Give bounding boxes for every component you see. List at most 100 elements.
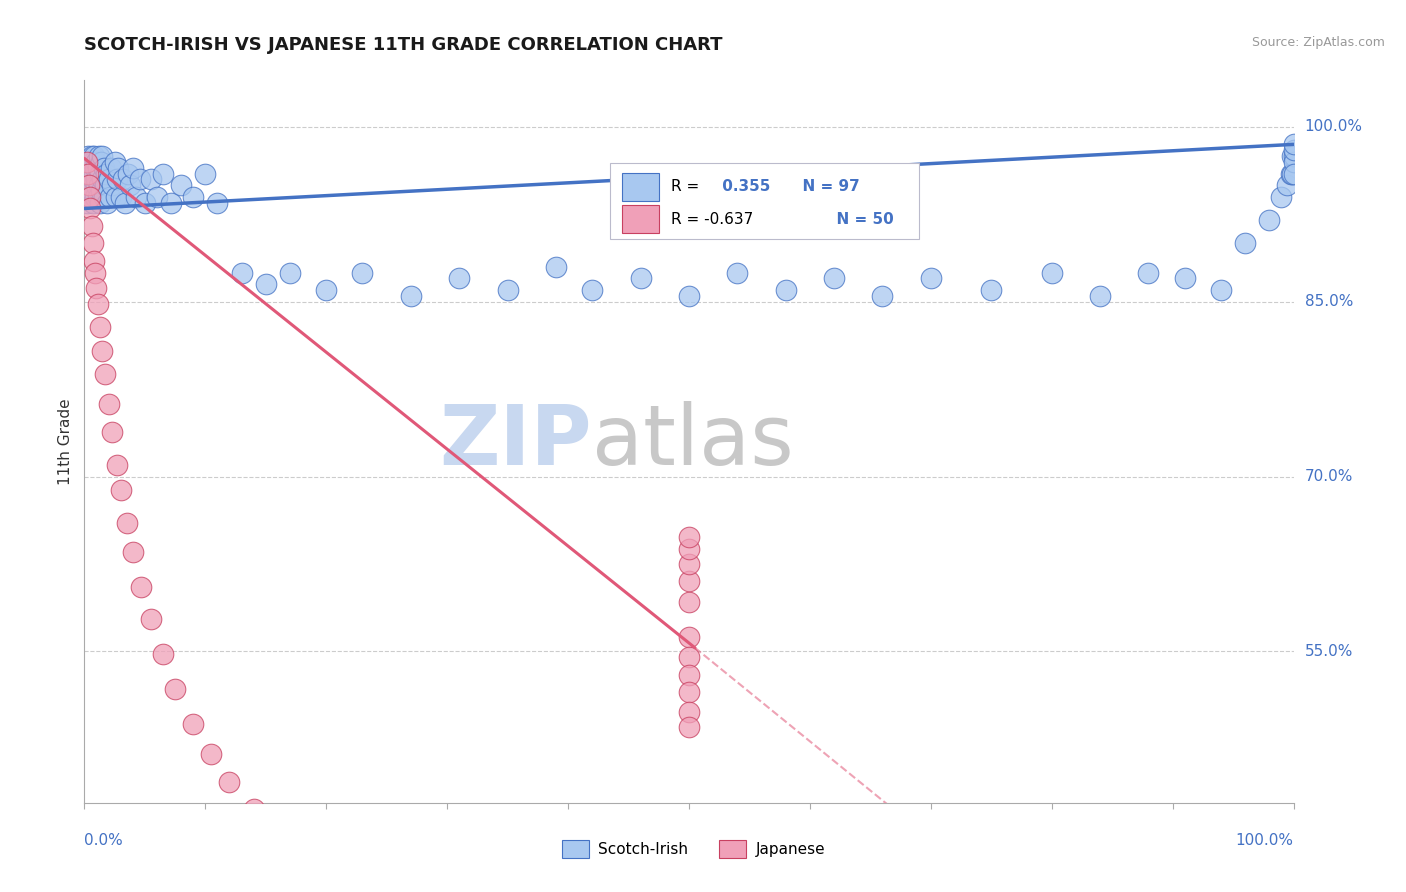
Point [1279,167,1302,181]
Point [97,172,120,186]
Point [87,178,110,193]
Point [181,716,204,731]
Point [630,271,652,285]
Point [1282,149,1305,163]
Point [105,172,128,186]
Point [89,167,111,181]
Point [678,650,700,665]
Point [83,184,105,198]
Point [678,630,700,644]
Text: 70.0%: 70.0% [1305,469,1353,484]
Point [1277,178,1299,193]
Text: 100.0%: 100.0% [1236,833,1294,848]
Point [315,880,337,892]
Point [678,289,700,303]
Point [84,161,107,175]
Point [139,612,162,626]
Point [84,266,107,280]
Point [80,219,103,233]
Point [89,320,111,334]
Point [84,190,107,204]
Point [80,167,103,181]
Text: Scotch-Irish: Scotch-Irish [599,842,689,857]
FancyBboxPatch shape [562,840,589,858]
Point [107,161,129,175]
Point [200,747,222,761]
Point [134,195,156,210]
Point [242,802,264,816]
Point [129,172,152,186]
Point [83,149,105,163]
Point [94,178,117,193]
Point [89,195,111,210]
Point [678,595,700,609]
Point [291,854,314,868]
Point [112,172,135,186]
Point [1270,190,1292,204]
Point [77,167,100,181]
Point [94,367,117,381]
Point [823,271,845,285]
Point [678,667,700,681]
Point [678,530,700,544]
Point [146,190,169,204]
FancyBboxPatch shape [623,173,659,201]
Point [1282,167,1305,181]
Point [82,172,104,186]
Point [115,516,138,530]
Point [980,283,1002,297]
Point [678,557,700,571]
FancyBboxPatch shape [720,840,745,858]
Point [83,254,105,268]
Point [920,271,942,285]
Point [152,647,174,661]
Text: 55.0%: 55.0% [1305,644,1353,659]
Point [1174,271,1197,285]
Point [581,283,603,297]
Text: atlas: atlas [592,401,794,482]
Point [104,190,127,204]
Point [114,195,136,210]
Text: 100.0%: 100.0% [1305,120,1362,135]
Point [79,190,101,204]
Point [82,195,104,210]
Point [91,343,114,358]
Point [1137,266,1160,280]
Point [101,425,124,440]
Point [93,190,115,204]
Point [231,266,253,280]
Point [91,149,114,163]
Point [110,483,132,498]
Point [86,281,108,295]
Text: R =: R = [671,179,704,194]
Point [1209,283,1232,297]
Point [110,190,132,204]
Point [87,149,110,163]
Point [129,580,152,594]
Point [678,541,700,556]
Point [80,184,103,198]
Point [278,266,301,280]
Point [254,277,277,292]
Text: 0.0%: 0.0% [84,833,124,848]
Point [496,283,519,297]
Point [160,195,183,210]
Point [86,178,108,193]
Text: ZIP: ZIP [440,401,592,482]
Point [76,154,98,169]
Point [98,190,121,204]
Point [90,154,112,169]
Point [1282,143,1305,157]
Point [725,266,748,280]
Point [678,685,700,699]
Point [77,178,100,193]
Point [218,774,240,789]
Point [80,149,103,163]
Text: SCOTCH-IRISH VS JAPANESE 11TH GRADE CORRELATION CHART: SCOTCH-IRISH VS JAPANESE 11TH GRADE CORR… [84,36,723,54]
Text: Japanese: Japanese [755,842,825,857]
FancyBboxPatch shape [623,205,659,233]
Point [544,260,567,274]
FancyBboxPatch shape [610,163,918,239]
Point [91,172,114,186]
Point [86,190,108,204]
